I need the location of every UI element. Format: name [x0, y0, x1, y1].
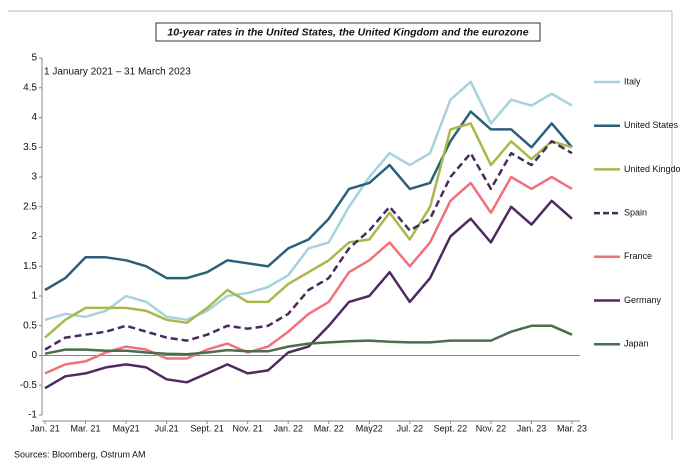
y-tick-label: 1 [31, 291, 37, 302]
x-tick-label: Mar. 22 [314, 423, 344, 433]
y-tick-label: 4 [31, 112, 37, 123]
x-tick-label: Sept. 21 [190, 423, 224, 433]
legend-label: France [624, 251, 652, 261]
x-tick-label: Sept. 22 [434, 423, 468, 433]
x-tick-label: Nov. 22 [476, 423, 506, 433]
series-line [44, 80, 573, 322]
legend-label: Spain [624, 207, 647, 217]
y-tick-label: 2 [31, 231, 37, 242]
x-tick-label: Mar. 23 [557, 423, 587, 433]
x-tick-label: May22 [356, 423, 383, 433]
y-tick-label: 3.5 [23, 142, 37, 153]
y-tick-label: 0 [31, 350, 37, 361]
y-tick-label: 2.5 [23, 201, 37, 212]
y-tick-label: -1 [28, 410, 37, 421]
legend-label: United States [624, 120, 679, 130]
title-box [155, 22, 541, 42]
plot: -1 -0.5 0 0.5 1 1.5 2 2.5 3 3.5 4 4.5 5 Jan. 21 Mar. 2… [20, 53, 680, 434]
x-tick-label: Nov. 21 [233, 423, 263, 433]
x-tick-label: May21 [113, 423, 140, 433]
series-line [44, 175, 573, 375]
legend-label: Germany [624, 295, 662, 305]
x-tick-label: Jul. 22 [397, 423, 424, 433]
legend-label: Japan [624, 339, 649, 349]
subtitle: 1 January 2021 – 31 March 2023 [44, 67, 191, 78]
series-line [44, 110, 573, 292]
y-tick-label: 5 [31, 53, 37, 64]
legend-label: United Kingdom [624, 164, 680, 174]
y-tick-label: -0.5 [20, 380, 38, 391]
source: Sources: Bloomberg, Ostrum AM [14, 449, 146, 459]
x-tick-label: Jul.21 [155, 423, 179, 433]
x-tick-label: Jan. 22 [273, 423, 303, 433]
series-line [44, 324, 573, 356]
chart-title: 10-year rates in the United States, the … [167, 26, 528, 38]
series-line [44, 199, 573, 390]
y-tick-label: 3 [31, 172, 37, 183]
x-tick-label: Mar. 21 [71, 423, 101, 433]
y-tick-label: 1.5 [23, 261, 37, 272]
y-tick-label: 0.5 [23, 320, 37, 331]
legend-label: Italy [624, 76, 641, 86]
series-line [44, 140, 573, 351]
series-line [44, 122, 573, 339]
x-tick-label: Jan. 21 [30, 423, 60, 433]
y-tick-label: 4.5 [23, 82, 37, 93]
x-tick-label: Jan. 23 [517, 423, 547, 433]
